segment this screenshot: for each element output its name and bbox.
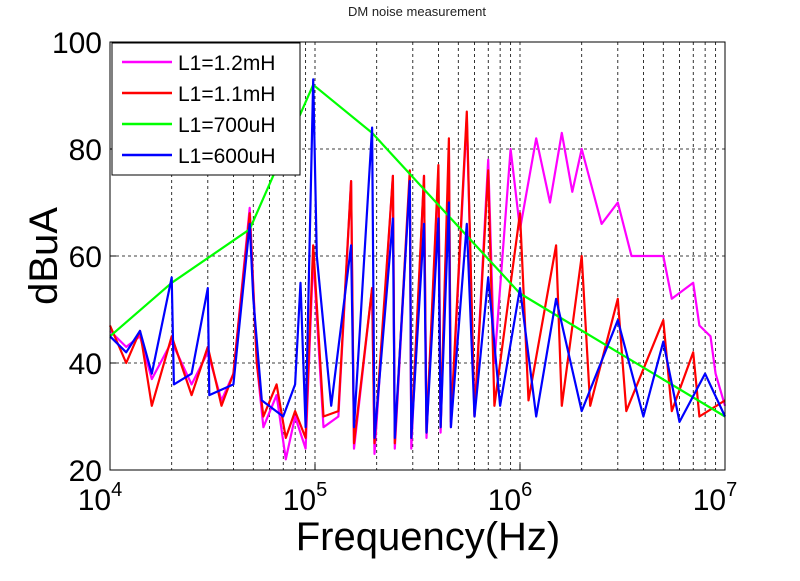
legend: L1=1.2mH L1=1.1mH L1=700uH L1=600uH [111, 42, 301, 176]
y-tick-label: 80 [69, 134, 102, 167]
x-tick-label: 107 [693, 479, 738, 517]
x-tick-label: 106 [488, 479, 533, 517]
legend-label: L1=1.2mH [178, 52, 275, 75]
legend-label: L1=700uH [178, 114, 276, 137]
y-tick-label: 20 [69, 455, 102, 488]
y-axis-label: dBuA [22, 207, 66, 305]
series-lines [108, 78, 727, 461]
series-line-3 [109, 78, 726, 439]
x-tick-label: 105 [283, 479, 328, 517]
x-tick-label: 104 [78, 479, 123, 517]
axis-ticks: 20 40 60 80 100 104 105 106 107 [52, 27, 737, 517]
x-axis-label: Frequency(Hz) [296, 515, 561, 559]
chart-title: DM noise measurement [348, 4, 486, 19]
legend-label: L1=1.1mH [178, 83, 275, 106]
y-tick-label: 60 [69, 241, 102, 274]
legend-label: L1=600uH [178, 145, 276, 168]
y-tick-label: 40 [69, 348, 102, 381]
y-tick-label: 100 [52, 27, 102, 60]
